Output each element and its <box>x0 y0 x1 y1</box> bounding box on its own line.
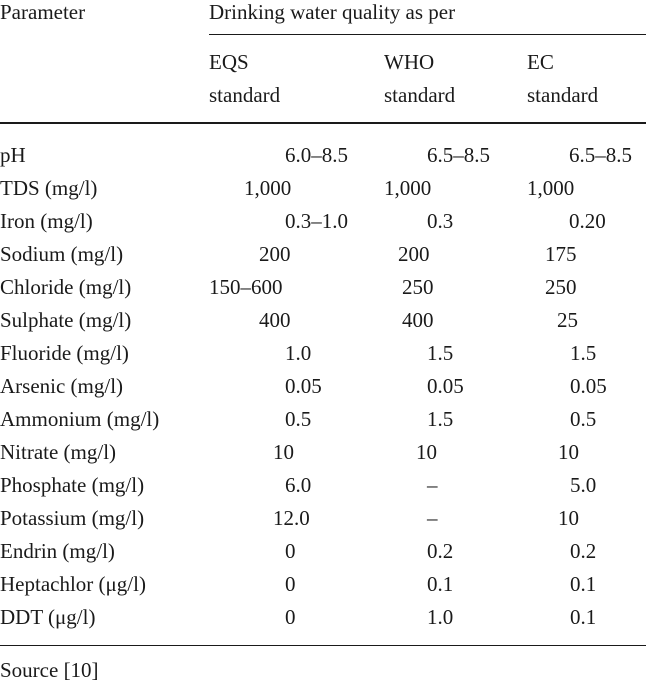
table-row: Potassium (mg/l) 12.0 – 10 <box>0 508 646 541</box>
ec-cell: 250 <box>545 275 577 299</box>
header-bottom-rule <box>0 122 646 124</box>
ec-cell: 175 <box>545 242 577 266</box>
eqs-cell: 1.0 <box>285 341 312 365</box>
ec-cell: 1.5 <box>570 341 597 365</box>
who-cell: 0.1 <box>427 572 454 596</box>
who-cell: 10 <box>416 440 437 464</box>
ec-cell: 0.1 <box>570 605 597 629</box>
who-cell: 1.5 <box>427 341 454 365</box>
eqs-cell: 6.0 <box>285 473 312 497</box>
ec-cell: 10 <box>558 440 579 464</box>
eqs-cell: 150–600 <box>209 275 283 299</box>
eqs-cell: 0 <box>285 572 296 596</box>
ec-cell: 10 <box>558 506 579 530</box>
source-note: Source [10] <box>0 658 99 682</box>
table-row: Chloride (mg/l) 150–600 250 250 <box>0 277 646 310</box>
table-bottom-rule <box>0 645 646 646</box>
param-cell: Arsenic (mg/l) <box>0 374 124 398</box>
eqs-cell: 200 <box>259 242 291 266</box>
who-cell: 1.5 <box>427 407 454 431</box>
eqs-cell: 12.0 <box>273 506 310 530</box>
who-cell: 1,000 <box>384 176 432 200</box>
who-cell: – <box>427 473 438 497</box>
header-parameter: Parameter <box>0 0 86 24</box>
param-cell: Sodium (mg/l) <box>0 242 124 266</box>
ec-cell: 1,000 <box>527 176 575 200</box>
who-cell: 1.0 <box>427 605 454 629</box>
header-ec-line1: EC <box>527 50 554 74</box>
eqs-cell: 10 <box>273 440 294 464</box>
who-cell: 6.5–8.5 <box>427 143 490 167</box>
header-group-label: Drinking water quality as per <box>209 0 456 24</box>
param-cell: DDT (μg/l) <box>0 605 96 629</box>
who-cell: 250 <box>402 275 434 299</box>
param-cell: Endrin (mg/l) <box>0 539 115 563</box>
table-row: Sulphate (mg/l) 400 400 25 <box>0 310 646 343</box>
ec-cell: 0.2 <box>570 539 597 563</box>
ec-cell: 0.1 <box>570 572 597 596</box>
param-cell: TDS (mg/l) <box>0 176 98 200</box>
header-group-rule <box>209 34 646 35</box>
table-row: Iron (mg/l) 0.3–1.0 0.3 0.20 <box>0 211 646 244</box>
param-cell: Phosphate (mg/l) <box>0 473 145 497</box>
table-row: Endrin (mg/l) 0 0.2 0.2 <box>0 541 646 574</box>
header-who-line1: WHO <box>384 50 435 74</box>
table-row: Arsenic (mg/l) 0.05 0.05 0.05 <box>0 376 646 409</box>
ec-cell: 0.20 <box>569 209 606 233</box>
header-eqs-line2: standard <box>209 83 281 107</box>
ec-cell: 25 <box>557 308 578 332</box>
header-eqs-line1: EQS <box>209 50 249 74</box>
table-row: Heptachlor (μg/l) 0 0.1 0.1 <box>0 574 646 607</box>
param-cell: Heptachlor (μg/l) <box>0 572 146 596</box>
header-ec-line2: standard <box>527 83 599 107</box>
table-row: DDT (μg/l) 0 1.0 0.1 <box>0 607 646 640</box>
table-row: 200 Sodium (mg/l) 200 175 <box>0 244 646 277</box>
eqs-cell: 6.0–8.5 <box>285 143 348 167</box>
ec-cell: 0.05 <box>570 374 607 398</box>
param-cell: Iron (mg/l) <box>0 209 93 233</box>
table-row: Ammonium (mg/l) 0.5 1.5 0.5 <box>0 409 646 442</box>
table-row: pH 6.0–8.5 6.5–8.5 6.5–8.5 <box>0 145 646 178</box>
param-cell: Sulphate (mg/l) <box>0 308 132 332</box>
table-row: TDS (mg/l) 1,000 1,000 1,000 <box>0 178 646 211</box>
param-cell: Ammonium (mg/l) <box>0 407 160 431</box>
eqs-cell: 400 <box>259 308 291 332</box>
who-cell: 0.3 <box>427 209 454 233</box>
who-cell: 200 <box>398 242 430 266</box>
ec-cell: 0.5 <box>570 407 597 431</box>
table-row: Nitrate (mg/l) 10 10 10 <box>0 442 646 475</box>
eqs-cell: 0.5 <box>285 407 312 431</box>
who-cell: 0.2 <box>427 539 454 563</box>
eqs-cell: 0 <box>285 539 296 563</box>
who-cell: 0.05 <box>427 374 464 398</box>
param-cell: Chloride (mg/l) <box>0 275 132 299</box>
param-cell: pH <box>0 143 26 167</box>
who-cell: 400 <box>402 308 434 332</box>
ec-cell: 5.0 <box>570 473 597 497</box>
eqs-cell: 0.05 <box>285 374 322 398</box>
table-row: Fluoride (mg/l) 1.0 1.5 1.5 <box>0 343 646 376</box>
ec-cell: 6.5–8.5 <box>569 143 632 167</box>
who-cell: – <box>427 506 438 530</box>
eqs-cell: 0 <box>285 605 296 629</box>
param-cell: Potassium (mg/l) <box>0 506 145 530</box>
header-who-line2: standard <box>384 83 456 107</box>
table-row: Phosphate (mg/l) 6.0 – 5.0 <box>0 475 646 508</box>
param-cell: Nitrate (mg/l) <box>0 440 117 464</box>
param-cell: Fluoride (mg/l) <box>0 341 129 365</box>
eqs-cell: 0.3–1.0 <box>285 209 348 233</box>
eqs-cell: 1,000 <box>244 176 292 200</box>
